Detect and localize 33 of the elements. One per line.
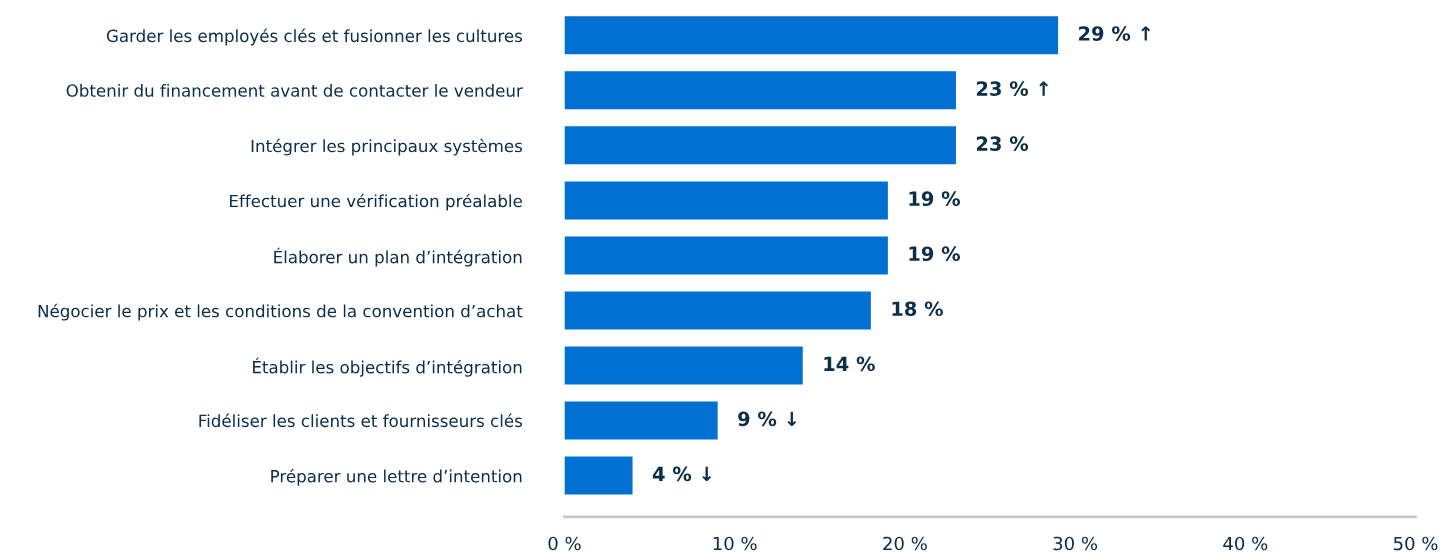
y-tick-label: Préparer une lettre d’intention	[271, 468, 522, 486]
y-tick-label: Garder les employés clés et fusionner les cultures	[106, 28, 523, 46]
bar	[564, 126, 956, 165]
data-label: 29 % ↑	[1079, 26, 1151, 41]
bar	[564, 346, 803, 385]
y-tick-label: Négocier le prix et les conditions de la convention d’achat	[38, 303, 523, 321]
bar	[564, 456, 633, 495]
x-tick-label: 30 %	[1053, 536, 1098, 551]
y-tick-label: Effectuer une vérification préalable	[230, 193, 522, 211]
x-tick-label: 0 %	[548, 536, 581, 551]
data-label: 19 %	[909, 246, 961, 262]
data-label: 19 %	[909, 191, 961, 207]
x-tick-label: 50 %	[1393, 536, 1438, 551]
bar	[564, 181, 888, 220]
data-label: 9 % ↓	[738, 411, 797, 427]
x-tick-label: 20 %	[883, 536, 927, 551]
bar	[564, 291, 871, 330]
x-tick-label: 10 %	[713, 536, 757, 551]
data-label: 14 %	[824, 356, 875, 372]
data-label: 23 % ↑	[976, 81, 1049, 96]
bar	[564, 16, 1059, 55]
y-tick-label: Fidéliser les clients et fournisseurs clés	[199, 413, 523, 428]
y-tick-label: Établir les objectifs d’intégration	[253, 357, 522, 377]
data-label: 23 %	[976, 136, 1029, 151]
bar	[564, 71, 956, 110]
bar	[564, 401, 718, 440]
x-tick-label: 40 %	[1223, 536, 1268, 551]
y-tick-label: Obtenir du financement avant de contacter le vendeur	[66, 83, 523, 97]
data-label: 18 %	[892, 301, 943, 317]
y-tick-label: Élaborer un plan d’intégration	[274, 247, 522, 267]
y-tick-label: Intégrer les principaux systèmes	[251, 138, 522, 156]
data-label: 4 % ↓	[652, 466, 712, 482]
bar	[564, 236, 888, 275]
